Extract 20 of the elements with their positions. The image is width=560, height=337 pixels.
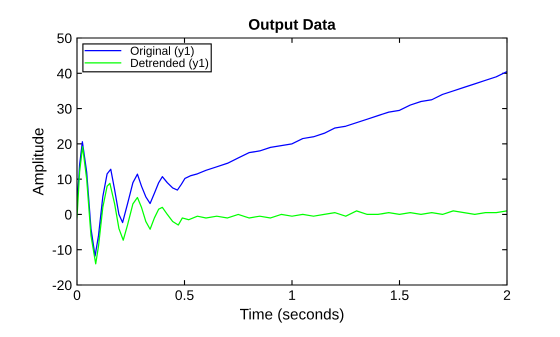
chart-title: Output Data [248, 19, 336, 33]
x-tick-label: 1 [289, 290, 296, 300]
x-tick-label: 1.5 [390, 290, 409, 300]
x-tick-label: 2 [504, 290, 510, 300]
line-series [77, 146, 507, 264]
y-axis-title: Amplitude [32, 128, 47, 196]
legend-label: Original (y1) [130, 46, 194, 58]
y-tick-label: 40 [57, 68, 72, 78]
y-tick-label: 30 [57, 104, 72, 114]
legend-label: Detrended (y1) [131, 58, 208, 70]
y-tick-label: -10 [52, 245, 72, 255]
y-tick-label: 20 [57, 139, 72, 150]
y-tick-label: 0 [64, 210, 72, 220]
y-tick-label: 50 [57, 33, 72, 44]
y-tick-label: 10 [58, 174, 72, 184]
x-axis-title: Time (seconds) [240, 308, 344, 323]
x-tick-label: 0 [74, 290, 80, 300]
x-tick-label: 0.5 [175, 290, 194, 300]
y-tick-label: -20 [52, 280, 72, 290]
line-series [77, 70, 507, 257]
